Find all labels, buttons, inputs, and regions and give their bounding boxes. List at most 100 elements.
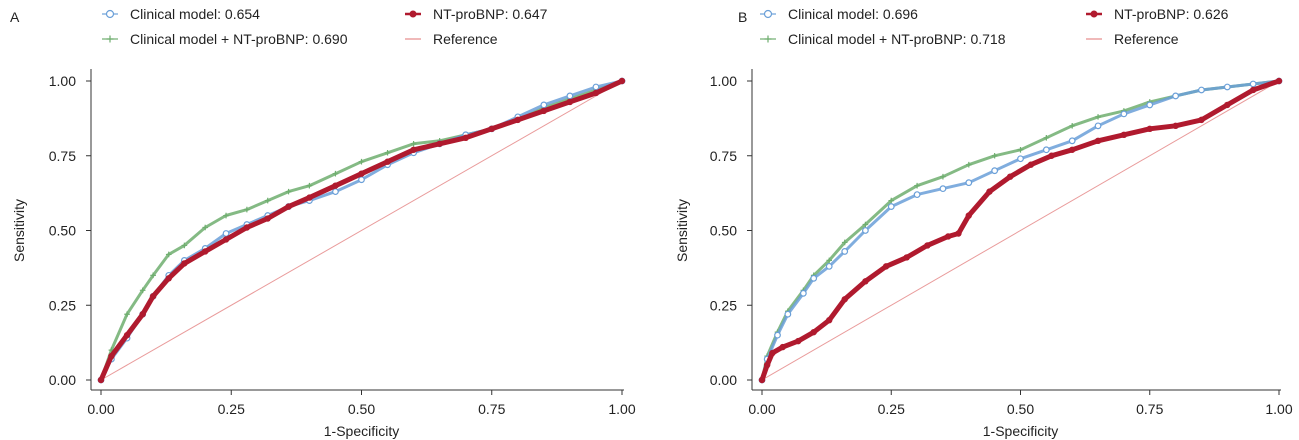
data-point [285, 188, 292, 195]
data-point [514, 116, 521, 124]
data-point [991, 152, 998, 159]
data-point [769, 349, 776, 357]
data-point [1043, 135, 1050, 141]
series-reference [761, 80, 1280, 381]
data-point [794, 337, 802, 345]
data-point [1198, 116, 1205, 124]
data-point [965, 179, 973, 187]
x-tick-label: 0.25 [878, 401, 905, 417]
data-point [810, 328, 817, 336]
data-point [914, 182, 920, 189]
series-line [759, 78, 1282, 383]
series-reference [100, 80, 623, 381]
series-nt-probnp [97, 77, 626, 384]
data-point [97, 376, 105, 384]
data-point [826, 317, 833, 324]
x-tick-label: 1.00 [608, 401, 635, 417]
data-point [944, 233, 952, 240]
roc-chart-b: B Clinical model: 0.696 NT-proBNP: 0.626C… [674, 6, 1293, 439]
data-point [358, 158, 365, 165]
data-point [123, 331, 131, 339]
data-point [1146, 125, 1153, 133]
data-point [540, 101, 548, 109]
x-tick-label: 0.25 [218, 401, 245, 417]
data-point [181, 242, 188, 249]
data-point [774, 331, 781, 339]
data-point [1069, 123, 1075, 129]
legend-item-clinical-model-nt-probnp: Clinical model + NT-proBNP: 0.690 [102, 31, 348, 47]
x-axis-label: 1-Specificity [324, 423, 399, 439]
data-point [384, 158, 391, 165]
data-point [940, 173, 946, 180]
y-tick-label: 1.00 [710, 73, 737, 89]
data-point [887, 203, 895, 210]
data-point [955, 230, 962, 237]
legend-item-reference: Reference [1086, 31, 1179, 47]
data-point [202, 248, 209, 255]
x-tick-label: 0.00 [748, 401, 775, 417]
legend-item-clinical-model: Clinical model: 0.696 [760, 6, 918, 22]
data-point [1120, 110, 1128, 118]
data-point [243, 224, 251, 231]
x-tick-label: 0.50 [1007, 401, 1034, 417]
data-point [540, 107, 548, 115]
plot-area: 0.00 0.25 0.50 0.75 1.00 0.00 0.25 0.50 0.75 1.00… [674, 69, 1293, 439]
y-tick-label: 0.50 [49, 223, 76, 239]
data-point [165, 251, 172, 258]
panel-label: B [738, 9, 747, 25]
data-point [1068, 137, 1076, 145]
data-point [862, 278, 869, 285]
data-point [1120, 131, 1128, 139]
data-point [1172, 92, 1179, 100]
legend-item-clinical-model: Clinical model: 0.654 [102, 6, 260, 22]
series-line [100, 80, 623, 381]
data-point [165, 275, 172, 282]
data-point [991, 167, 999, 175]
data-point [566, 92, 574, 100]
data-point [784, 310, 792, 318]
x-tick-label: 0.00 [87, 401, 114, 417]
data-point [332, 170, 339, 177]
data-point [913, 191, 921, 199]
data-point [825, 262, 833, 270]
data-point [1094, 122, 1102, 130]
data-point [862, 221, 869, 228]
data-point [566, 98, 574, 106]
x-tick-label: 1.00 [1265, 401, 1292, 417]
data-point [1048, 152, 1055, 159]
data-point [1275, 77, 1283, 85]
data-point [462, 134, 469, 142]
data-point [358, 170, 365, 177]
data-point [841, 296, 848, 303]
data-point [618, 77, 626, 85]
data-point [882, 263, 890, 270]
data-point [139, 311, 146, 318]
data-point [1224, 101, 1231, 109]
data-point [149, 293, 157, 300]
roc-chart-a: A Clinical model: 0.654 NT-proBNP: 0.647C… [10, 6, 636, 439]
data-point [223, 212, 229, 219]
data-point [592, 83, 600, 91]
panel-label: A [10, 9, 20, 25]
legend-label: Reference [433, 31, 498, 47]
legend-label: NT-proBNP: 0.626 [1114, 6, 1229, 22]
data-point [779, 343, 786, 351]
x-tick-label: 0.75 [1136, 401, 1163, 417]
series-line [761, 80, 1280, 381]
data-point [1223, 83, 1231, 91]
legend: Clinical model: 0.654 NT-proBNP: 0.647 Cli… [102, 6, 548, 47]
data-point [264, 197, 271, 204]
y-tick-label: 0.00 [710, 372, 737, 388]
data-point [1069, 146, 1076, 153]
data-point [1017, 155, 1024, 163]
y-tick-label: 0.75 [710, 148, 737, 164]
data-point [1017, 146, 1024, 153]
legend-label: Clinical model: 0.696 [788, 6, 918, 22]
x-axis-label: 1-Specificity [983, 423, 1058, 439]
data-point [810, 274, 818, 282]
data-point [1027, 161, 1035, 168]
legend-item-nt-probnp: NT-proBNP: 0.626 [1086, 6, 1229, 22]
data-point [826, 257, 833, 264]
series-nt-probnp [758, 77, 1283, 384]
data-point [763, 361, 771, 369]
